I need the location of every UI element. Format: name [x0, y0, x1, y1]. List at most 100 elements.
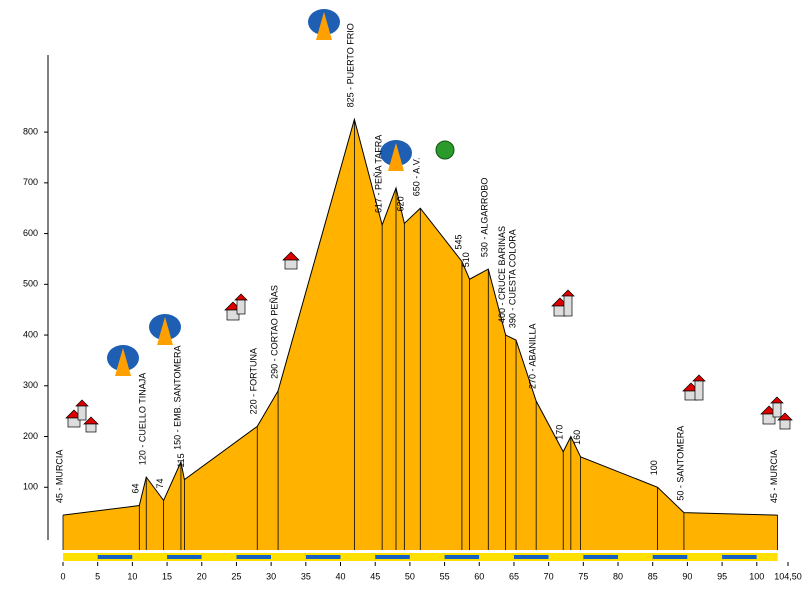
- road-band-edge: [132, 553, 168, 555]
- road-band-edge: [722, 553, 757, 555]
- road-band-edge: [305, 559, 341, 561]
- road-band-edge: [583, 559, 619, 561]
- road-band-edge: [409, 553, 445, 555]
- y-tick-label: 500: [23, 279, 38, 289]
- icon-logo: [380, 140, 412, 171]
- road-band-edge: [479, 559, 514, 561]
- road-band: [271, 553, 306, 561]
- x-tick-label: 5: [95, 571, 100, 581]
- road-band: [97, 553, 133, 561]
- y-tick-label: 700: [23, 177, 38, 187]
- road-band-edge: [652, 553, 688, 555]
- road-band: [618, 553, 653, 561]
- road-band: [132, 553, 168, 561]
- point-label: 290 - CORTAO PEÑAS: [269, 285, 279, 379]
- x-tick-label: 85: [648, 571, 658, 581]
- point-label: 620: [396, 196, 406, 211]
- point-label: 510: [461, 252, 471, 267]
- x-tick-label: 40: [336, 571, 346, 581]
- y-tick-label: 300: [23, 380, 38, 390]
- road-band: [652, 553, 688, 561]
- road-band: [305, 553, 341, 561]
- road-band-edge: [201, 553, 237, 555]
- x-tick-label: 95: [717, 571, 727, 581]
- road-band: [201, 553, 237, 561]
- point-label: 45 - MURCIA: [769, 450, 779, 504]
- point-label: 64: [131, 484, 141, 494]
- road-band-edge: [340, 553, 376, 555]
- x-tick-label: 35: [301, 571, 311, 581]
- icon-food: [435, 140, 455, 160]
- x-tick-label: 80: [613, 571, 623, 581]
- point-label: 45 - MURCIA: [54, 450, 64, 504]
- road-band: [513, 553, 549, 561]
- road-band-edge: [583, 553, 619, 555]
- icon-logo: [149, 314, 181, 345]
- road-band-edge: [97, 559, 133, 561]
- y-tick-label: 800: [23, 126, 38, 136]
- x-tick-label: 55: [440, 571, 450, 581]
- point-label: 825 - PUERTO FRIO: [346, 23, 356, 107]
- point-label: 545: [453, 234, 463, 249]
- road-band-edge: [618, 553, 653, 555]
- road-band-edge: [756, 559, 778, 561]
- y-tick-label: 600: [23, 228, 38, 238]
- road-band: [756, 553, 778, 561]
- point-label: 390 - CUESTA COLORA: [507, 229, 517, 328]
- road-band-edge: [132, 559, 168, 561]
- x-tick-label: 30: [266, 571, 276, 581]
- road-band-edge: [375, 553, 410, 555]
- point-label: 120 - CUELLO TINAJA: [138, 373, 148, 465]
- road-band: [548, 553, 584, 561]
- point-label: 270 - ABANILLA: [528, 323, 538, 389]
- road-band-edge: [618, 559, 653, 561]
- road-band: [375, 553, 410, 561]
- x-tick-label: 90: [682, 571, 692, 581]
- road-band-edge: [375, 559, 410, 561]
- x-tick-label: 50: [405, 571, 415, 581]
- road-band-edge: [444, 559, 480, 561]
- point-label: 170: [555, 425, 565, 440]
- icon-logo: [308, 9, 340, 40]
- point-label: 74: [155, 478, 165, 488]
- x-tick-label: 65: [509, 571, 519, 581]
- road-band-edge: [201, 559, 237, 561]
- point-label: 50 - SANTOMERA: [675, 426, 685, 501]
- road-band-edge: [687, 559, 723, 561]
- road-band-edge: [756, 553, 778, 555]
- x-tick-label: 60: [474, 571, 484, 581]
- road-band-edge: [167, 553, 202, 555]
- road-band-edge: [548, 559, 584, 561]
- road-band-edge: [63, 553, 98, 555]
- road-band-edge: [97, 553, 133, 555]
- x-tick-label: 75: [578, 571, 588, 581]
- road-band: [236, 553, 272, 561]
- point-label: 150 - EMB. SANTOMERA: [172, 346, 182, 450]
- x-tick-label: 70: [544, 571, 554, 581]
- x-tick-label: 20: [197, 571, 207, 581]
- road-band-edge: [479, 553, 514, 555]
- road-band-edge: [340, 559, 376, 561]
- x-tick-label: 0: [60, 571, 65, 581]
- point-label: 100: [649, 460, 659, 475]
- road-band-edge: [687, 553, 723, 555]
- road-band-edge: [652, 559, 688, 561]
- point-label: 400 - CRUCE BARINAS: [497, 226, 507, 323]
- road-band-edge: [167, 559, 202, 561]
- x-tick-label: 45: [370, 571, 380, 581]
- road-band-edge: [305, 553, 341, 555]
- road-band-edge: [513, 559, 549, 561]
- road-band: [583, 553, 619, 561]
- y-tick-label: 100: [23, 482, 38, 492]
- road-band-edge: [271, 559, 306, 561]
- road-band-edge: [444, 553, 480, 555]
- road-band: [409, 553, 445, 561]
- road-band-edge: [236, 553, 272, 555]
- road-band-edge: [513, 553, 549, 555]
- x-tick-label: 25: [231, 571, 241, 581]
- road-band: [167, 553, 202, 561]
- road-band-edge: [722, 559, 757, 561]
- road-band-edge: [63, 559, 98, 561]
- icon-town: [65, 251, 793, 433]
- y-tick-label: 200: [23, 431, 38, 441]
